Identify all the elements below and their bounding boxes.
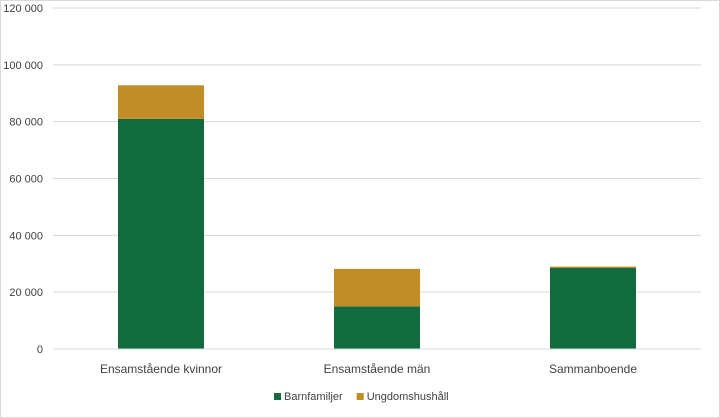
bar-ungdomshushall — [118, 85, 204, 119]
bar-barnfamiljer — [550, 268, 636, 349]
y-tick-label: 0 — [37, 344, 43, 356]
bar-ungdomshushall — [550, 266, 636, 269]
y-axis-tick-labels: 0 20 000 40 000 60 000 80 000 100 000 120 000 — [3, 3, 43, 356]
bars — [118, 85, 636, 349]
legend-label: Ungdomshushåll — [367, 391, 449, 403]
y-tick-label: 120 000 — [3, 3, 43, 15]
x-category-label: Ensamstående kvinnor — [100, 362, 222, 376]
x-category-label: Sammanboende — [549, 362, 637, 376]
y-tick-label: 20 000 — [9, 287, 43, 299]
y-tick-label: 40 000 — [9, 230, 43, 242]
legend-swatch — [274, 393, 281, 400]
legend-swatch — [356, 393, 364, 400]
x-category-label: Ensamstående män — [324, 362, 431, 376]
y-tick-label: 100 000 — [3, 60, 43, 72]
x-axis-category-labels: Ensamstående kvinnor Ensamstående män Samm… — [100, 362, 637, 376]
bar-ungdomshushall — [334, 268, 420, 307]
bar-barnfamiljer — [334, 306, 420, 349]
y-tick-label: 80 000 — [9, 117, 43, 129]
y-tick-label: 60 000 — [9, 174, 43, 186]
legend-label: Barnfamiljer — [284, 391, 343, 403]
bar-barnfamiljer — [118, 118, 204, 349]
legend: Barnfamiljer Ungdomshushåll — [274, 391, 449, 403]
